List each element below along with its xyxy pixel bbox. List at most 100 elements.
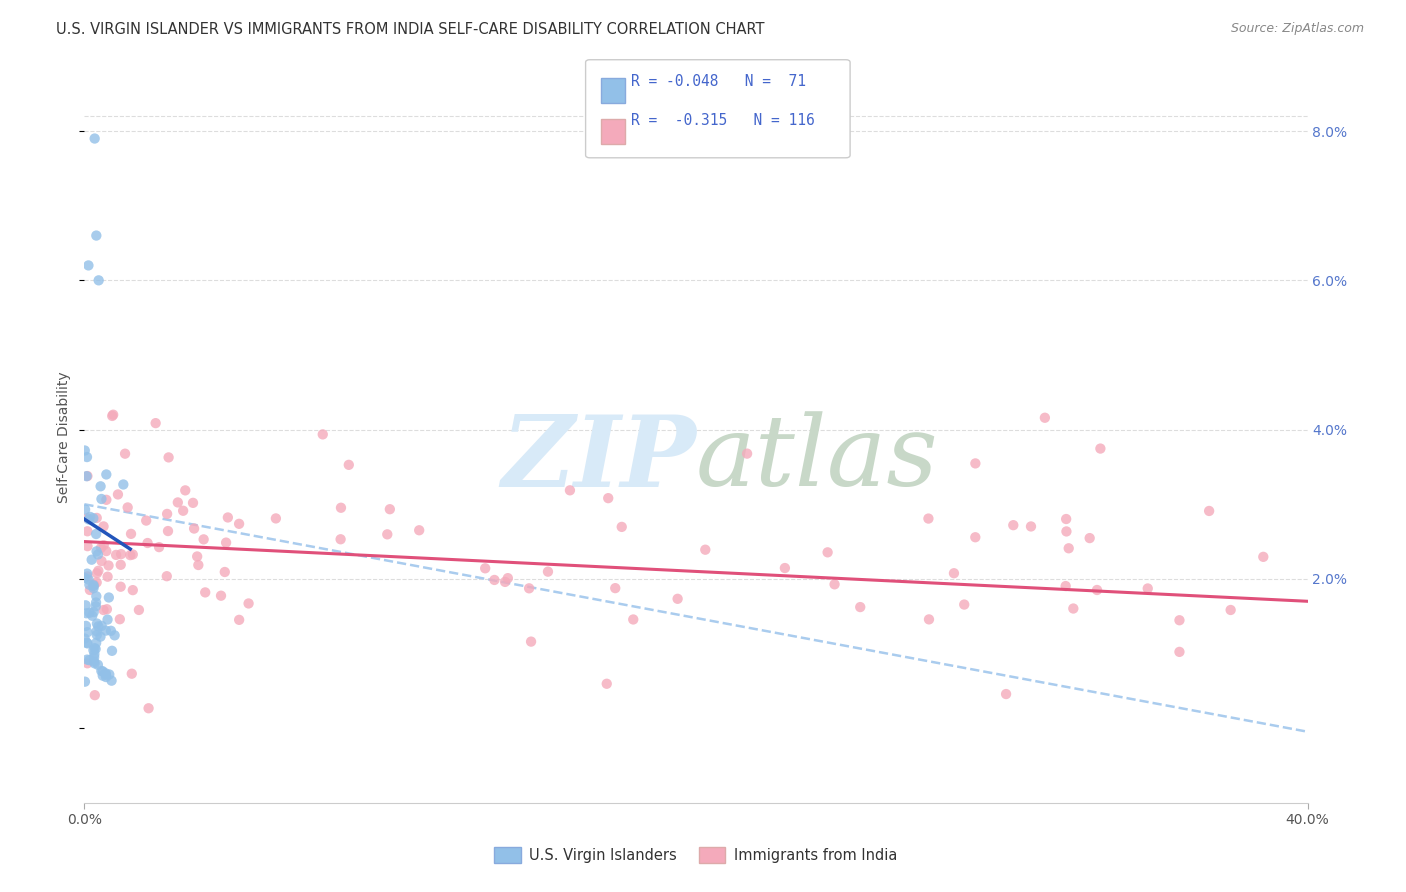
Point [1136, 582, 1159, 596]
Point [90, 491, 112, 506]
Point [128, 603, 150, 617]
Point [91, 665, 114, 679]
Point [84, 589, 107, 603]
Point [83, 655, 105, 669]
Point [96, 492, 118, 507]
Point [86, 544, 108, 558]
Point [94, 670, 117, 684]
Point [83, 581, 105, 595]
Point [83, 688, 105, 702]
Point [598, 491, 620, 505]
Point [1054, 579, 1077, 593]
Point [112, 477, 135, 491]
Point [96, 613, 118, 627]
Point [76, 469, 98, 483]
Point [83, 131, 105, 145]
Point [166, 495, 188, 509]
Point [90, 554, 112, 568]
Point [87, 564, 110, 578]
Point [114, 447, 136, 461]
Point [474, 561, 496, 575]
Point [917, 511, 939, 525]
Point [83, 577, 105, 591]
Point [156, 507, 179, 521]
Text: R = -0.048   N =  71: R = -0.048 N = 71 [631, 73, 806, 88]
Point [87, 657, 110, 672]
Point [238, 597, 260, 611]
Point [84, 636, 107, 650]
Point [965, 457, 987, 471]
Point [110, 558, 132, 572]
Point [93, 603, 115, 617]
Point [107, 487, 129, 501]
Point [138, 701, 160, 715]
Point [1090, 442, 1112, 456]
Point [337, 458, 360, 472]
Point [97, 570, 120, 584]
Point [378, 502, 401, 516]
Point [83, 650, 105, 665]
Point [77, 512, 100, 526]
Point [76, 625, 98, 640]
Point [1033, 410, 1056, 425]
Point [76, 636, 98, 650]
Point [75, 619, 97, 633]
Point [193, 533, 215, 547]
Point [120, 527, 142, 541]
Point [953, 598, 976, 612]
Point [621, 612, 644, 626]
Point [96, 602, 118, 616]
Point [80, 552, 103, 566]
Point [1168, 645, 1191, 659]
Point [76, 657, 98, 671]
Point [91, 668, 114, 682]
Point [76, 524, 98, 539]
Point [94, 666, 117, 681]
Point [79, 577, 101, 591]
Point [83, 657, 105, 671]
Point [75, 502, 97, 516]
Point [209, 589, 232, 603]
Point [773, 561, 796, 575]
Point [76, 539, 98, 553]
Point [79, 582, 101, 597]
Point [94, 624, 117, 638]
Point [228, 516, 250, 531]
Point [824, 577, 846, 591]
Point [375, 527, 398, 541]
Point [79, 509, 101, 524]
Point [995, 687, 1018, 701]
Point [537, 565, 560, 579]
Point [666, 591, 689, 606]
Point [695, 542, 717, 557]
Point [174, 483, 197, 498]
Point [86, 228, 108, 243]
Point [76, 652, 98, 666]
Point [87, 548, 110, 562]
Point [1019, 519, 1042, 533]
Point [79, 606, 101, 620]
Point [76, 450, 98, 464]
Point [87, 619, 110, 633]
Point [120, 548, 142, 562]
Point [172, 504, 194, 518]
Point [136, 536, 159, 550]
Point [596, 677, 619, 691]
Point [82, 643, 104, 657]
Point [918, 612, 941, 626]
Point [84, 642, 107, 657]
Text: ZIP: ZIP [501, 411, 696, 508]
Point [1085, 582, 1108, 597]
Point [110, 547, 132, 561]
Point [121, 583, 143, 598]
Point [76, 511, 98, 525]
Point [156, 569, 179, 583]
Point [1062, 601, 1084, 615]
Point [73, 674, 96, 689]
Point [100, 673, 122, 688]
Point [73, 632, 96, 646]
Point [96, 467, 118, 482]
Point [1198, 504, 1220, 518]
Point [264, 511, 287, 525]
Point [104, 628, 127, 642]
